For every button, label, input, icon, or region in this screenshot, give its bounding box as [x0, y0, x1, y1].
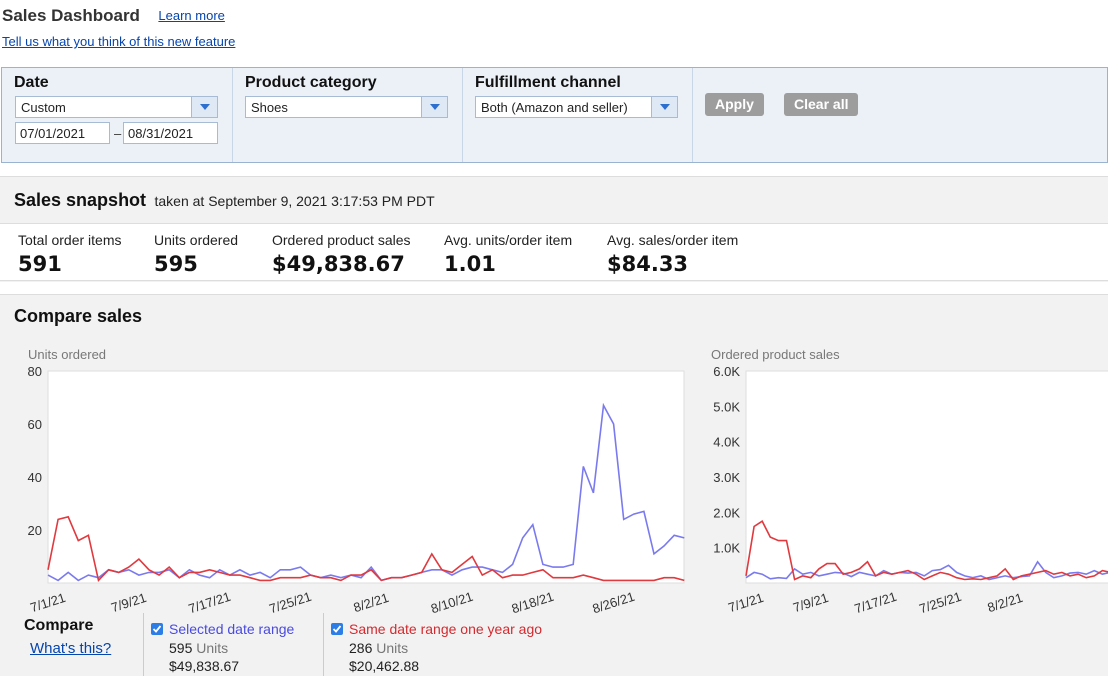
compare-title: Compare sales	[14, 306, 143, 326]
previous-units-value: 286	[349, 640, 373, 656]
y-tick-label: 2.0K	[713, 505, 740, 520]
legend-title: Compare	[24, 617, 94, 634]
sales-snapshot: Sales snapshot taken at September 9, 202…	[0, 176, 1108, 282]
metric-label: Units ordered	[154, 232, 239, 248]
metric-units-ordered: Units ordered 595	[154, 232, 238, 276]
legend-divider	[143, 613, 144, 676]
date-label: Date	[14, 74, 49, 91]
x-tick-label: 8/2/21	[986, 590, 1025, 615]
category-filter: Product category Shoes	[233, 68, 463, 162]
metric-value: $84.33	[607, 252, 689, 276]
clear-all-button[interactable]: Clear all	[784, 93, 859, 116]
selected-units-value: 595	[169, 640, 193, 656]
y-tick-label: 40	[28, 470, 42, 485]
metric-label: Ordered product sales	[272, 232, 411, 248]
x-tick-label: 7/1/21	[28, 590, 67, 615]
category-value: Shoes	[251, 100, 288, 115]
metric-avg-units: Avg. units/order item 1.01	[444, 232, 572, 276]
feedback-link[interactable]: Tell us what you think of this new featu…	[2, 34, 236, 49]
chart-title: Ordered product sales	[711, 347, 840, 362]
series-line	[745, 520, 1108, 581]
category-select[interactable]: Shoes	[245, 96, 448, 118]
metrics-row: Total order items 591 Units ordered 595 …	[0, 223, 1108, 281]
compare-sales-panel: Compare sales Units ordered 20 40 60 80 7/1/2…	[0, 294, 1108, 676]
metric-value: 595	[154, 252, 198, 276]
channel-select[interactable]: Both (Amazon and seller)	[475, 96, 678, 118]
y-tick-label: 80	[28, 364, 42, 379]
series-line	[745, 560, 1108, 581]
metric-ordered-product-sales: Ordered product sales $49,838.67	[272, 232, 411, 276]
channel-value: Both (Amazon and seller)	[481, 100, 628, 115]
y-tick-label: 60	[28, 417, 42, 432]
category-label: Product category	[245, 74, 377, 91]
apply-button[interactable]: Apply	[705, 93, 764, 116]
previous-range-label: Same date range one year ago	[349, 621, 543, 637]
x-tick-label: 8/2/21	[352, 590, 391, 615]
selected-range-checkbox[interactable]	[151, 623, 163, 635]
metric-label: Avg. sales/order item	[607, 232, 739, 248]
chart-title: Units ordered	[28, 347, 106, 362]
x-tick-label: 7/1/21	[726, 590, 765, 615]
plot-area	[745, 370, 1108, 584]
channel-label: Fulfillment channel	[475, 74, 621, 91]
y-tick-label: 3.0K	[713, 470, 740, 485]
header: Sales Dashboard Learn more	[2, 6, 225, 26]
filter-bar: Date Custom – Product category Shoes Ful…	[1, 67, 1108, 163]
snapshot-timestamp: taken at September 9, 2021 3:17:53 PM PD…	[154, 193, 435, 209]
legend-selected-range: Selected date range 595 Units $49,838.67	[151, 621, 294, 674]
legend-previous-range: Same date range one year ago 286 Units $…	[331, 621, 542, 674]
y-tick-label: 4.0K	[713, 435, 740, 450]
start-date-input[interactable]	[15, 122, 110, 144]
channel-filter: Fulfillment channel Both (Amazon and sel…	[463, 68, 693, 162]
date-filter: Date Custom –	[2, 68, 233, 162]
y-tick-label: 5.0K	[713, 399, 740, 414]
page-title: Sales Dashboard	[2, 6, 140, 25]
y-tick-label: 1.0K	[713, 541, 740, 556]
x-tick-label: 7/9/21	[791, 590, 830, 615]
previous-units: 286 Units	[349, 640, 542, 656]
metric-value: 1.01	[444, 252, 496, 276]
snapshot-title: Sales snapshot	[14, 190, 147, 210]
metric-total-order-items: Total order items 591	[18, 232, 121, 276]
chevron-down-icon	[651, 97, 677, 117]
selected-units-label: Units	[196, 640, 229, 656]
metric-label: Avg. units/order item	[444, 232, 573, 248]
selected-sales: $49,838.67	[169, 658, 240, 674]
date-separator: –	[114, 126, 122, 141]
series-line	[47, 515, 685, 583]
chevron-down-icon	[421, 97, 447, 117]
metric-label: Total order items	[18, 232, 122, 248]
date-range-select[interactable]: Custom	[15, 96, 218, 118]
previous-units-label: Units	[376, 640, 409, 656]
metric-value: $49,838.67	[272, 252, 405, 276]
snapshot-header: Sales snapshot taken at September 9, 202…	[14, 190, 435, 211]
whats-this-link[interactable]: What's this?	[30, 640, 112, 657]
learn-more-link[interactable]: Learn more	[158, 8, 225, 23]
end-date-input[interactable]	[123, 122, 218, 144]
metric-avg-sales: Avg. sales/order item $84.33	[607, 232, 738, 276]
y-tick-label: 20	[28, 523, 42, 538]
compare-legend: Compare What's this? Selected date range…	[0, 613, 1108, 676]
chevron-down-icon	[191, 97, 217, 117]
metric-value: 591	[18, 252, 62, 276]
x-tick-label: 7/9/21	[109, 590, 148, 615]
legend-divider	[323, 613, 324, 676]
y-tick-label: 6.0K	[713, 364, 740, 379]
selected-range-label: Selected date range	[169, 621, 295, 637]
selected-units: 595 Units	[169, 640, 294, 656]
date-range-value: Custom	[21, 100, 66, 115]
previous-sales: $20,462.88	[349, 658, 420, 674]
previous-range-checkbox[interactable]	[331, 623, 343, 635]
plot-area	[47, 370, 685, 584]
